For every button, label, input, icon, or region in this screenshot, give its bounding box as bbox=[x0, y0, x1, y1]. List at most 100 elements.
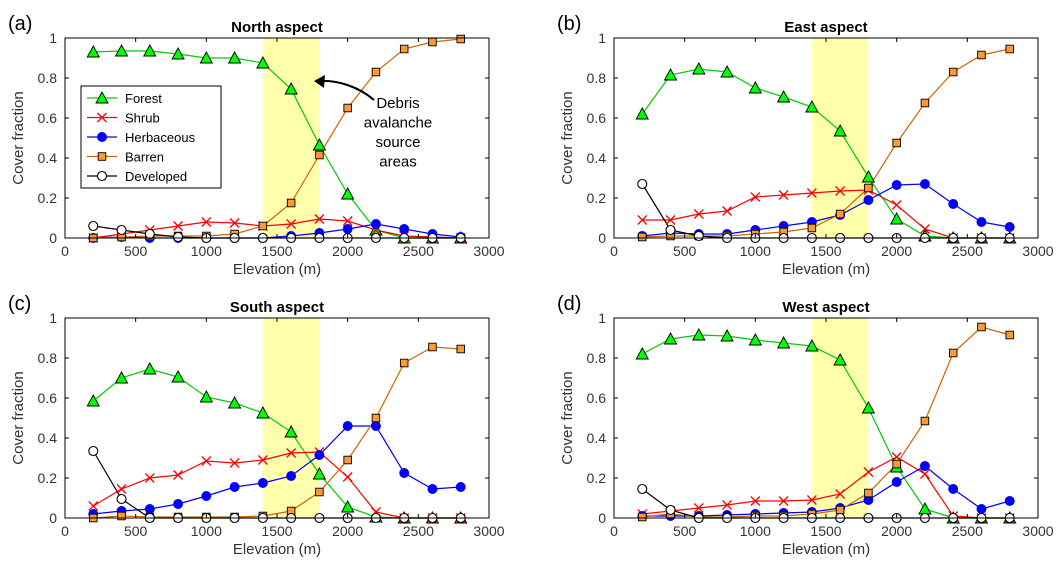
data-point bbox=[638, 232, 647, 242]
x-tick-label: 1500 bbox=[261, 243, 292, 259]
panel-label: (a) bbox=[8, 13, 32, 35]
y-tick-label: 0.2 bbox=[38, 190, 58, 206]
legend-marker bbox=[96, 170, 108, 182]
x-tick-label: 0 bbox=[610, 523, 618, 539]
data-point bbox=[863, 195, 874, 205]
data-point-stroke-b bbox=[722, 500, 733, 510]
data-point bbox=[722, 206, 733, 216]
chart-panel-3: (c) 0 500 1000 1500 2000 2500 3000 0 0.2 0.4 0.6 0.8… bbox=[8, 293, 505, 558]
y-tick-label: 0 bbox=[49, 510, 57, 526]
data-point-stroke-b bbox=[342, 216, 353, 226]
y-axis-label: Cover fraction bbox=[10, 91, 27, 184]
annotation-text: source bbox=[375, 134, 420, 151]
y-tick-label: 0.4 bbox=[587, 430, 607, 446]
panel-label: (c) bbox=[8, 293, 31, 315]
x-tick-label: 2000 bbox=[332, 243, 363, 259]
x-tick-label: 0 bbox=[61, 243, 69, 259]
annotation: Debris avalanche source areas bbox=[314, 75, 432, 171]
data-point bbox=[720, 329, 734, 342]
data-point bbox=[257, 478, 268, 488]
data-point-stroke-b bbox=[919, 469, 930, 479]
data-point bbox=[835, 489, 846, 499]
data-point bbox=[144, 504, 155, 514]
data-point bbox=[201, 217, 212, 227]
data-point bbox=[665, 224, 676, 236]
y-tick-label: 0.4 bbox=[38, 430, 58, 446]
y-tick-label: 0.8 bbox=[587, 350, 607, 366]
data-point bbox=[919, 469, 930, 479]
data-point bbox=[693, 209, 704, 219]
data-point bbox=[861, 401, 876, 414]
highlight-band bbox=[262, 318, 320, 518]
data-point bbox=[229, 482, 240, 492]
data-point bbox=[342, 216, 353, 226]
annotation-text: avalanche bbox=[364, 115, 432, 132]
data-point-stroke-b bbox=[806, 188, 817, 198]
data-point bbox=[173, 470, 184, 480]
y-tick-label: 0 bbox=[598, 510, 606, 526]
chart-panel-2: (b) 0 500 1000 1500 2000 2500 3000 0 0.2 0.4 0.6 0.8… bbox=[557, 13, 1054, 278]
data-point bbox=[114, 44, 129, 57]
data-point bbox=[340, 187, 355, 200]
data-point bbox=[1005, 44, 1014, 54]
data-point bbox=[371, 67, 381, 77]
data-point-stroke-b bbox=[919, 224, 930, 234]
x-tick-label: 2000 bbox=[881, 523, 912, 539]
data-point bbox=[86, 394, 101, 407]
chart-title: North aspect bbox=[231, 19, 323, 36]
data-point-stroke-b bbox=[835, 489, 846, 499]
legend-marker bbox=[97, 132, 107, 142]
data-point bbox=[919, 461, 930, 471]
data-point bbox=[173, 221, 184, 231]
series-line-shrub bbox=[93, 218, 461, 239]
legend-item-shrub: Shrub bbox=[87, 111, 160, 126]
data-point bbox=[693, 503, 704, 513]
data-point bbox=[833, 353, 847, 366]
y-tick-label: 0.4 bbox=[587, 150, 607, 166]
data-point bbox=[144, 228, 155, 240]
data-point bbox=[371, 413, 381, 423]
data-point bbox=[920, 98, 930, 108]
data-point bbox=[748, 81, 763, 94]
data-point-stroke-b bbox=[229, 218, 240, 228]
y-tick-label: 0.2 bbox=[38, 470, 58, 486]
x-tick-label: 3000 bbox=[1022, 523, 1053, 539]
data-point bbox=[750, 192, 761, 202]
data-point bbox=[948, 67, 958, 77]
data-point bbox=[427, 484, 438, 494]
data-point bbox=[199, 390, 214, 403]
data-point bbox=[692, 62, 706, 75]
data-point bbox=[861, 170, 876, 183]
legend-label: Herbaceous bbox=[125, 130, 196, 145]
data-point bbox=[116, 493, 127, 505]
y-tick-label: 1 bbox=[49, 30, 57, 46]
data-point bbox=[1005, 330, 1014, 340]
data-point bbox=[256, 406, 270, 419]
x-axis-label: Elevation (m) bbox=[233, 541, 321, 558]
data-point-stroke-b bbox=[693, 503, 704, 513]
data-point bbox=[663, 332, 678, 345]
data-point-stroke-b bbox=[665, 215, 676, 225]
data-point-stroke-b bbox=[286, 219, 297, 229]
data-point bbox=[171, 47, 185, 60]
data-point bbox=[693, 230, 704, 242]
data-point bbox=[227, 396, 242, 409]
data-point bbox=[143, 44, 157, 57]
x-tick-label: 3000 bbox=[1022, 243, 1053, 259]
data-point bbox=[456, 344, 465, 354]
y-axis-label: Cover fraction bbox=[10, 371, 27, 464]
data-point bbox=[86, 45, 101, 58]
data-point bbox=[314, 450, 325, 460]
data-point bbox=[635, 107, 650, 120]
data-point bbox=[201, 491, 212, 501]
data-point bbox=[117, 511, 126, 521]
data-point bbox=[284, 425, 298, 438]
data-point bbox=[722, 500, 733, 510]
x-tick-label: 500 bbox=[673, 523, 697, 539]
legend-marker-stroke-b bbox=[97, 112, 107, 123]
data-point bbox=[1004, 496, 1015, 506]
y-tick-label: 0.6 bbox=[38, 110, 58, 126]
legend-marker bbox=[97, 152, 107, 161]
data-point-stroke-b bbox=[144, 473, 155, 483]
